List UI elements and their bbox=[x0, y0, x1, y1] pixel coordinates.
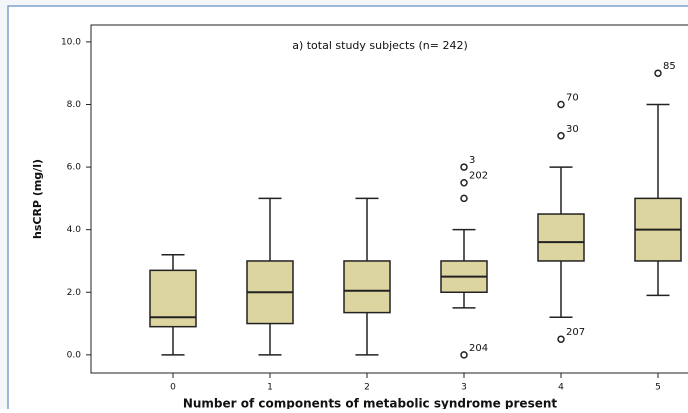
outlier bbox=[557, 132, 565, 140]
outlier bbox=[460, 178, 468, 187]
outlier-id: 202 bbox=[469, 171, 488, 182]
x-tick-label: 0 bbox=[170, 383, 176, 393]
y-tick-label: 4.0 bbox=[67, 225, 82, 235]
x-tick-label: 2 bbox=[364, 383, 370, 393]
chart-title: a) total study subjects (n= 242) bbox=[292, 39, 468, 52]
x-tick-label: 3 bbox=[461, 383, 467, 393]
y-tick-label: 2.0 bbox=[67, 288, 82, 298]
y-tick-label: 8.0 bbox=[67, 100, 82, 110]
outlier bbox=[654, 69, 662, 77]
x-tick-label: 4 bbox=[558, 383, 564, 393]
x-tick-label: 1 bbox=[267, 383, 273, 393]
box bbox=[343, 260, 391, 314]
y-tick-label: 6.0 bbox=[67, 163, 82, 173]
outlier bbox=[460, 351, 468, 359]
outlier-id: 85 bbox=[663, 61, 676, 72]
outlier-id: 70 bbox=[566, 92, 579, 103]
outlier bbox=[460, 194, 468, 203]
outlier-id: 204 bbox=[469, 343, 488, 354]
outlier bbox=[557, 100, 565, 109]
y-tick-label: 0.0 bbox=[67, 350, 82, 360]
outlier-id: 3 bbox=[469, 155, 475, 166]
box bbox=[537, 213, 585, 262]
outlier-id: 30 bbox=[566, 124, 579, 135]
y-tick-label: 10.0 bbox=[61, 37, 81, 47]
title-box bbox=[254, 36, 506, 56]
y-axis-label: hsCRP (mg/l) bbox=[31, 159, 44, 239]
x-tick-label: 5 bbox=[655, 383, 661, 393]
outlier bbox=[557, 335, 565, 343]
outlier bbox=[460, 163, 468, 171]
x-axis-label: Number of components of metabolic syndro… bbox=[183, 397, 558, 410]
outlier-id: 207 bbox=[566, 327, 585, 338]
